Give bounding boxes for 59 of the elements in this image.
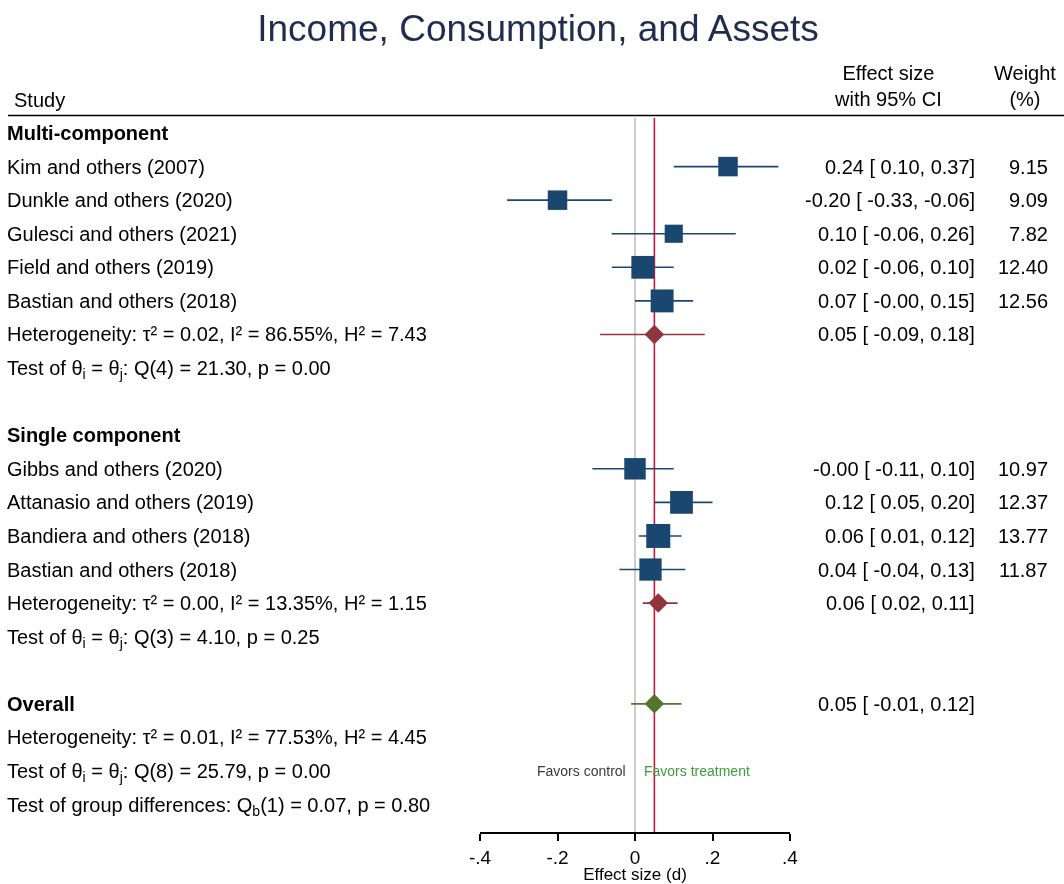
data-label: 0.06 [ 0.02, 0.11] [826, 592, 975, 614]
x-tick-label: .4 [782, 846, 799, 868]
data-label: 0.07 [ -0.00, 0.15] [818, 290, 975, 312]
data-label: -0.20 [ -0.33, -0.06] [805, 189, 976, 211]
y2-tick-label: 9.15 [1009, 156, 1048, 178]
annotation: Favors control [537, 763, 626, 779]
data-label: 0.05 [ -0.01, 0.12] [818, 693, 975, 715]
y-tick-label: Single component [7, 424, 181, 447]
y-tick-label: Attanasio and others (2019) [7, 491, 254, 514]
y-tick-label: Multi-component [7, 122, 169, 144]
point [648, 593, 668, 613]
y-tick-label: Dunkle and others (2020) [7, 189, 233, 212]
point [547, 190, 568, 210]
y2-tick-label: 11.87 [999, 559, 1048, 581]
y-tick-label: Bastian and others (2018) [7, 289, 238, 312]
text: Effect size with 95% CI [834, 62, 942, 110]
y-tick-label: Kim and others (2007) [7, 155, 205, 178]
point [644, 324, 665, 345]
x-tick-label: -.4 [468, 846, 492, 868]
point [670, 491, 693, 514]
y2-tick-label: 10.97 [998, 458, 1049, 480]
point [644, 694, 665, 714]
text: Study [14, 89, 66, 111]
y-tick-label: Test of θ$_{i}$ = θ$_{j}$: Q(8) = 25.79, p = 0.00 [7, 760, 331, 786]
y-tick-label: Test of group differences: Q$_{b}$(1) = 0.07, p = 0.80 [7, 793, 431, 819]
point [718, 156, 738, 177]
y-tick-label: Test of θ$_{i}$ = θ$_{j}$: Q(4) = 21.30, p = 0.00 [7, 357, 331, 383]
data-label: 0.12 [ 0.05, 0.20] [825, 491, 976, 513]
y-tick-label: Bandiera and others (2018) [7, 524, 251, 547]
y-tick-label: Gibbs and others (2020) [7, 457, 223, 480]
data-label: 0.04 [ -0.04, 0.13] [818, 559, 975, 581]
y-tick-label: Gulesci and others (2021) [7, 222, 238, 245]
data-label: 0.02 [ -0.06, 0.10] [818, 256, 975, 278]
data-label: -0.00 [ -0.11, 0.10] [813, 458, 975, 480]
data-label: 0.05 [ -0.09, 0.18] [818, 323, 975, 345]
x-axis-title: Effect size (d) [583, 865, 687, 884]
y-tick-label: Heterogeneity: τ² = 0.02, I² = 86.55%, H² = 7.43 [7, 323, 427, 346]
text: Weight (%) [994, 62, 1057, 110]
y2-tick-label: 9.09 [1009, 189, 1048, 211]
point [624, 458, 646, 480]
data-label: 0.24 [ 0.10, 0.37] [825, 156, 976, 178]
y2-tick-label: 12.56 [998, 290, 1049, 312]
x-tick-label: .2 [704, 846, 721, 868]
data-label: 0.06 [ 0.01, 0.12] [825, 525, 976, 547]
y-tick-label: Field and others (2019) [7, 256, 214, 279]
y2-tick-label: 7.82 [1009, 223, 1048, 245]
y-tick-label: Heterogeneity: τ² = 0.01, I² = 77.53%, H² = 4.45 [7, 726, 427, 749]
y-tick-label: Overall [7, 692, 75, 715]
chart-title: Income, Consumption, and Assets [257, 7, 819, 49]
y2-tick-label: 12.40 [998, 256, 1049, 278]
y2-tick-label: 13.77 [998, 525, 1049, 547]
y2-tick-label: 12.37 [998, 491, 1049, 513]
point [639, 558, 662, 581]
y-tick-label: Bastian and others (2018) [7, 558, 238, 581]
y-tick-label: Test of θ$_{i}$ = θ$_{j}$: Q(3) = 4.10, p = 0.25 [7, 625, 320, 651]
y-tick-label: Heterogeneity: τ² = 0.00, I² = 13.35%, H² = 1.15 [7, 592, 427, 615]
x-tick-label: 0 [629, 846, 641, 868]
data-label: 0.10 [ -0.06, 0.26] [818, 223, 975, 245]
x-tick-label: -.2 [546, 846, 569, 868]
